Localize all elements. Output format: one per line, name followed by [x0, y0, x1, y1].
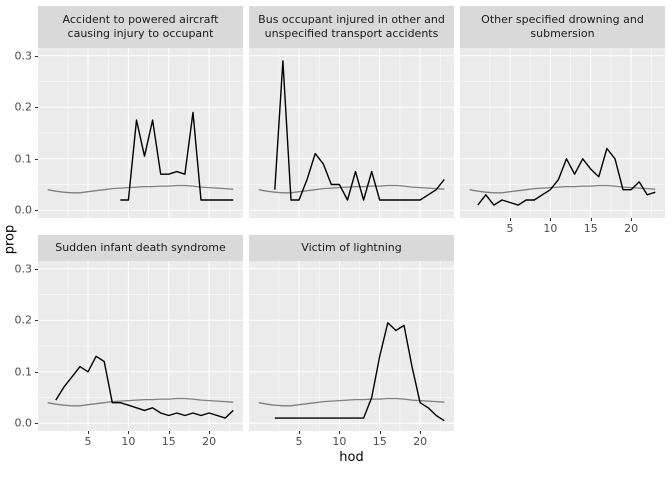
x-axis-tick-mark — [88, 431, 89, 434]
x-axis-tick-label: 5 — [506, 222, 514, 235]
y-axis-tick-mark — [35, 269, 38, 270]
overall-proportion-line — [258, 397, 445, 407]
x-axis-tick-label: 10 — [332, 435, 347, 448]
facet-panel — [249, 48, 454, 218]
facet-panel-plot — [460, 48, 665, 218]
facet-title: Victim of lightning — [301, 241, 402, 255]
overall-proportion-line — [469, 184, 656, 194]
x-axis-tick-label: 20 — [624, 222, 639, 235]
x-axis-tick-mark — [591, 218, 592, 221]
x-axis-tick-mark — [380, 431, 381, 434]
facet-title: Sudden infant death syndrome — [55, 241, 226, 255]
y-axis-tick-mark — [35, 56, 38, 57]
x-axis-tick-label: 15 — [583, 222, 598, 235]
y-axis-tick-label: 0.1 — [14, 152, 33, 166]
cause-proportion-line — [274, 322, 445, 422]
x-axis-tick-label: 5 — [295, 435, 303, 448]
x-axis-tick-label: 5 — [84, 435, 92, 448]
y-axis-tick-mark — [35, 320, 38, 321]
x-axis-tick-mark — [510, 218, 511, 221]
cause-proportion-line — [477, 147, 656, 206]
facet-panel-plot — [38, 261, 243, 431]
facet-panel — [249, 261, 454, 431]
cause-proportion-line — [55, 355, 234, 419]
facet-panel — [38, 48, 243, 218]
y-axis-tick-mark — [35, 423, 38, 424]
x-axis-tick-label: 10 — [543, 222, 558, 235]
x-axis-tick-label: 15 — [372, 435, 387, 448]
y-axis-tick-mark — [35, 210, 38, 211]
y-axis-title: prop — [2, 224, 18, 255]
x-axis-tick-mark — [420, 431, 421, 434]
x-axis-title: hod — [339, 450, 364, 465]
overall-proportion-line — [47, 397, 234, 407]
y-axis-tick-label: 0.3 — [14, 262, 33, 276]
x-axis-tick-label: 15 — [161, 435, 176, 448]
facet-panel — [460, 48, 665, 218]
y-axis-tick-label: 0.0 — [14, 416, 33, 430]
x-axis-tick-mark — [339, 431, 340, 434]
x-axis-tick-label: 20 — [202, 435, 217, 448]
cause-proportion-line — [120, 111, 234, 201]
y-axis-tick-label: 0.0 — [14, 203, 33, 217]
x-axis-tick-label: 10 — [121, 435, 136, 448]
y-axis-tick-label: 0.2 — [14, 313, 33, 327]
y-axis-tick-label: 0.3 — [14, 49, 33, 63]
x-axis-tick-mark — [128, 431, 129, 434]
y-axis-tick-label: 0.1 — [14, 365, 33, 379]
facet-title: Accident to powered aircraft causing inj… — [62, 13, 219, 40]
x-axis-tick-mark — [550, 218, 551, 221]
x-axis-tick-mark — [631, 218, 632, 221]
y-axis-tick-label: 0.2 — [14, 100, 33, 114]
facet-strip: Sudden infant death syndrome — [38, 235, 243, 261]
facet-panel-plot — [249, 48, 454, 218]
facet-strip: Bus occupant injured in other and unspec… — [249, 6, 454, 48]
x-axis-tick-mark — [169, 431, 170, 434]
facet-strip: Other specified drowning and submersion — [460, 6, 665, 48]
cause-proportion-line — [274, 60, 445, 201]
facet-strip: Victim of lightning — [249, 235, 454, 261]
x-axis-tick-label: 20 — [413, 435, 428, 448]
facet-title: Other specified drowning and submersion — [481, 13, 644, 40]
overall-proportion-line — [47, 184, 234, 194]
x-axis-tick-mark — [299, 431, 300, 434]
y-axis-tick-mark — [35, 372, 38, 373]
facet-panel-plot — [249, 261, 454, 431]
facet-strip: Accident to powered aircraft causing inj… — [38, 6, 243, 48]
facet-title: Bus occupant injured in other and unspec… — [258, 13, 445, 40]
facet-panel-plot — [38, 48, 243, 218]
x-axis-tick-mark — [209, 431, 210, 434]
facet-panel — [38, 261, 243, 431]
y-axis-tick-mark — [35, 159, 38, 160]
y-axis-tick-mark — [35, 107, 38, 108]
